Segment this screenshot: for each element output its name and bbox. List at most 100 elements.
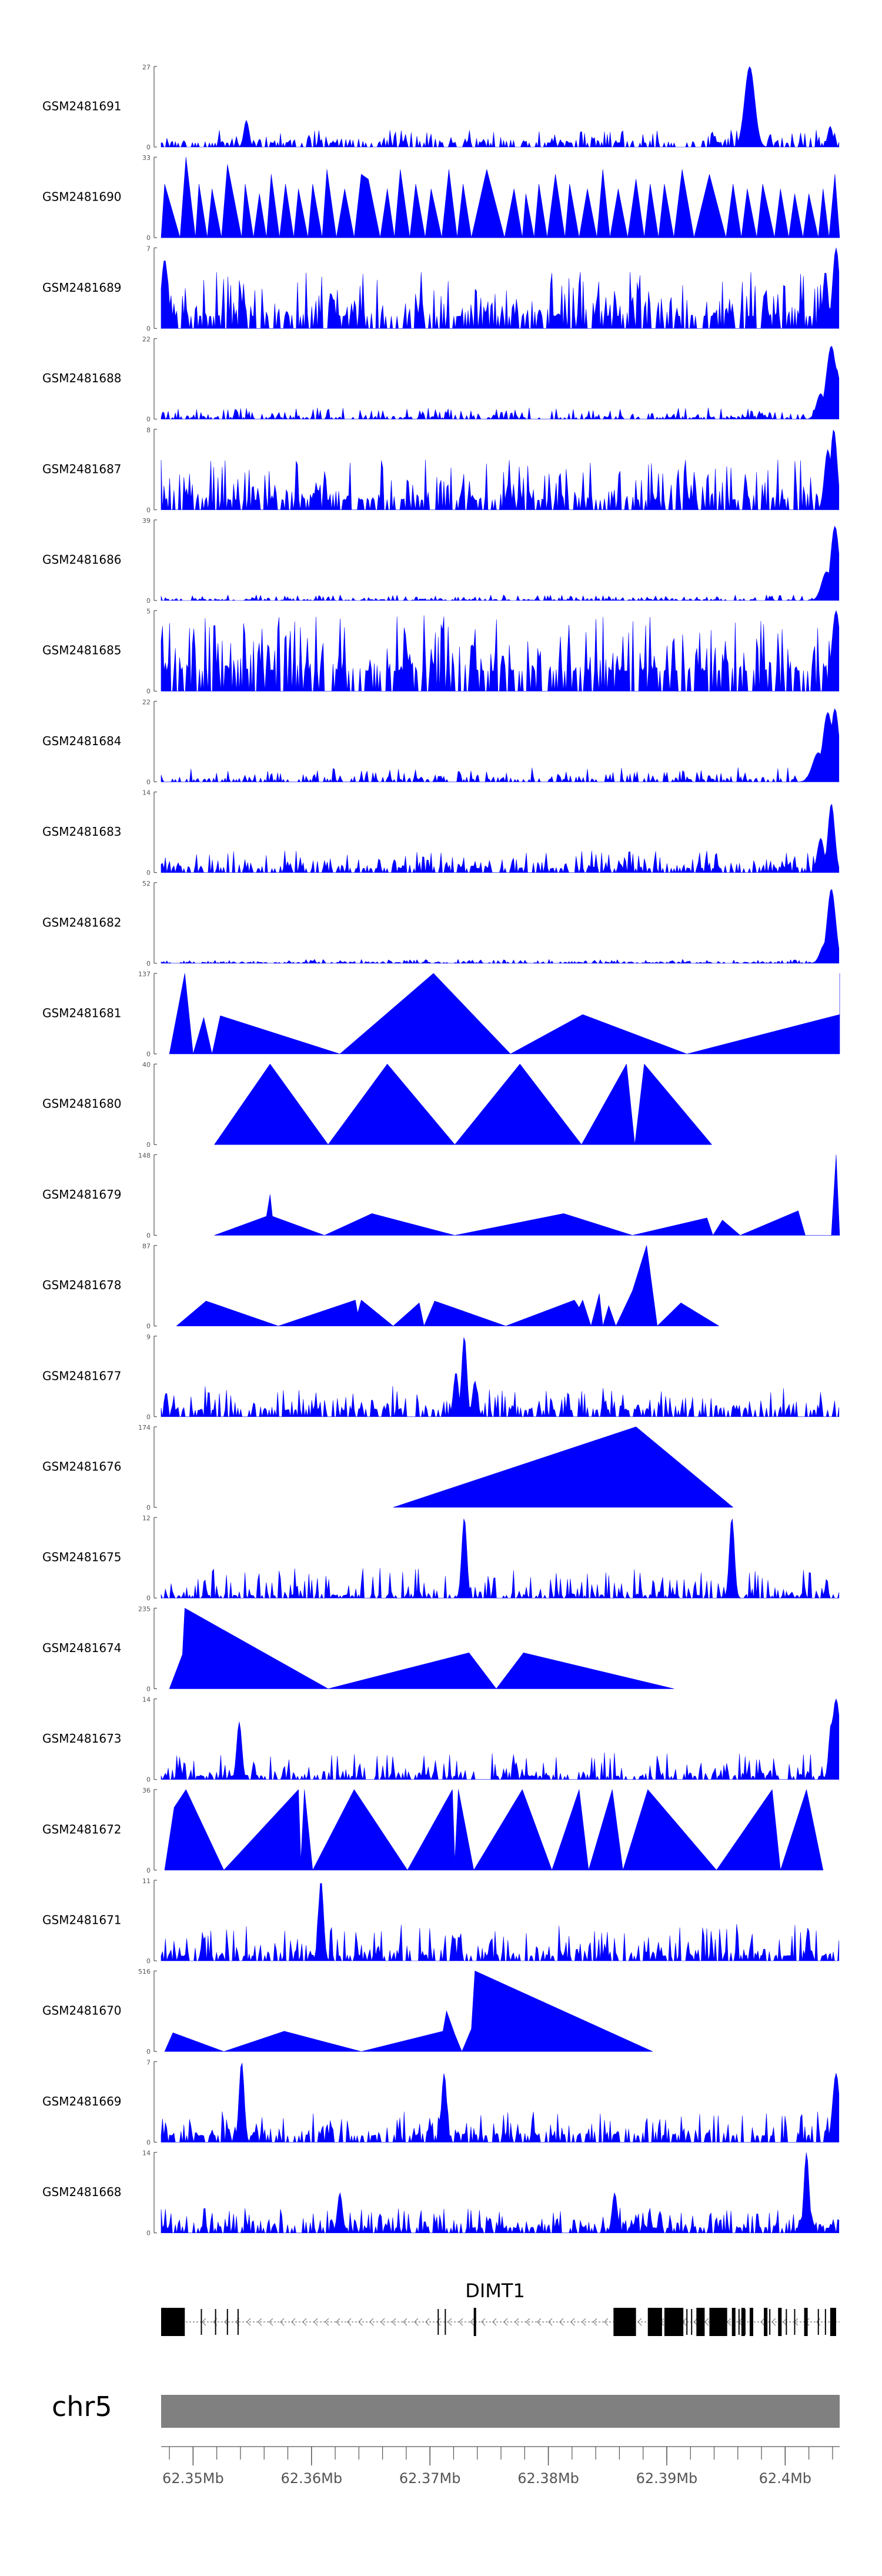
track-GSM2481668: GSM2481668 14 0 [42,2150,840,2237]
strand-arrow [280,2318,285,2326]
signal-area [161,889,840,964]
track-GSM2481683: GSM2481683 14 0 [42,789,840,877]
signal-tracks: GSM2481691270GSM2481690330GSM248168970GS… [42,64,840,2237]
y-tick-label-max: 33 [142,154,151,162]
strand-arrow [470,2318,475,2326]
exon-block [664,2308,684,2336]
signal-area [161,1883,840,1961]
signal-area [161,1699,840,1780]
y-tick-label-max: 87 [142,1243,151,1250]
chromosome-label: chr5 [52,2391,112,2422]
y-tick-label-zero: 0 [146,597,151,605]
signal-area [169,1608,674,1689]
exon-block [709,2308,727,2336]
y-tick-label-zero: 0 [146,2230,151,2237]
exon-block [473,2308,476,2336]
track-GSM2481681: GSM2481681 137 0 [42,970,840,1058]
track-GSM2481689: GSM2481689 7 0 [42,245,840,332]
signal-area [161,346,840,419]
strand-arrow [570,2318,575,2326]
y-tick-label-zero: 0 [146,869,151,877]
strand-arrow [704,2318,709,2326]
track-GSM2481684: GSM2481684 22 0 [42,698,840,786]
exon-block [647,2308,662,2336]
strand-arrow [481,2318,486,2326]
track-label: GSM2481682 [42,915,122,929]
y-tick-label-zero: 0 [146,1050,151,1058]
y-tick-label-max: 40 [142,1061,151,1069]
y-tick-label-zero: 0 [146,144,151,151]
track-label: GSM2481678 [42,1278,122,1292]
strand-arrow [459,2318,463,2326]
y-tick-label-zero: 0 [146,506,151,514]
y-tick-label-max: 7 [146,2058,151,2066]
strand-arrow [325,2318,329,2326]
exon-block [741,2308,745,2336]
y-tick-label-max: 148 [138,1152,151,1159]
y-tick-label-zero: 0 [146,416,151,423]
signal-area [161,2063,840,2143]
track-GSM2481677: GSM2481677 9 0 [42,1333,840,1421]
strand-arrow [202,2318,206,2326]
exon-block [696,2308,705,2336]
track-GSM2481675: GSM2481675 12 0 [42,1514,840,1602]
track-label: GSM2481675 [42,1550,122,1564]
strand-arrow [637,2318,642,2326]
track-GSM2481678: GSM2481678 87 0 [42,1243,719,1330]
gene-name-label: DIMT1 [465,2280,525,2302]
strand-arrow [537,2318,542,2326]
strand-arrow [425,2318,430,2326]
strand-arrow [347,2318,352,2326]
strand-arrow [593,2318,597,2326]
strand-arrow [783,2318,787,2326]
signal-area [161,1337,840,1417]
y-tick-label-max: 11 [142,1877,151,1885]
x-tick-label: 62.37Mb [399,2470,461,2487]
y-tick-label-zero: 0 [146,2138,151,2146]
x-tick-label: 62.35Mb [162,2470,224,2487]
track-GSM2481680: GSM2481680 40 0 [42,1061,712,1149]
strand-arrow [447,2318,452,2326]
track-GSM2481688: GSM2481688 22 0 [42,336,840,423]
track-label: GSM2481677 [42,1369,122,1383]
y-tick-label-max: 137 [138,970,151,978]
y-tick-label-max: 516 [138,1968,151,1976]
strand-arrow [269,2318,273,2326]
y-tick-label-max: 22 [142,336,151,343]
y-tick-label-max: 235 [138,1605,151,1613]
exon-block [778,2308,782,2336]
chromosome-bar [161,2395,840,2428]
y-tick-label-max: 12 [142,1514,151,1522]
track-GSM2481673: GSM2481673 14 0 [42,1696,840,1784]
y-tick-label-max: 14 [142,2150,151,2157]
y-tick-label-zero: 0 [146,960,151,967]
strand-arrow [336,2318,340,2326]
y-tick-label-zero: 0 [146,778,151,786]
signal-area [176,1245,719,1326]
y-tick-label-zero: 0 [146,1504,151,1511]
y-tick-label-zero: 0 [146,1867,151,1874]
exon-block [749,2308,753,2336]
signal-area [161,1519,840,1599]
track-label: GSM2481691 [42,99,122,114]
track-label: GSM2481676 [42,1460,122,1474]
track-GSM2481672: GSM2481672 36 0 [42,1787,824,1874]
strand-arrow [436,2318,441,2326]
strand-arrow [258,2318,262,2326]
signal-area [393,1426,733,1508]
track-label: GSM2481687 [42,462,122,476]
signal-area [161,66,840,148]
y-tick-label-zero: 0 [146,1232,151,1239]
exon-block [830,2308,836,2336]
strand-arrow [380,2318,385,2326]
signal-area [161,429,840,510]
signal-area [164,1789,824,1871]
track-GSM2481687: GSM2481687 8 0 [42,426,840,514]
track-GSM2481671: GSM2481671 11 0 [42,1877,840,1965]
track-label: GSM2481681 [42,1006,122,1020]
strand-arrow [313,2318,318,2326]
exon-block [161,2308,185,2336]
track-GSM2481674: GSM2481674 235 0 [42,1605,674,1693]
signal-area [161,610,840,692]
